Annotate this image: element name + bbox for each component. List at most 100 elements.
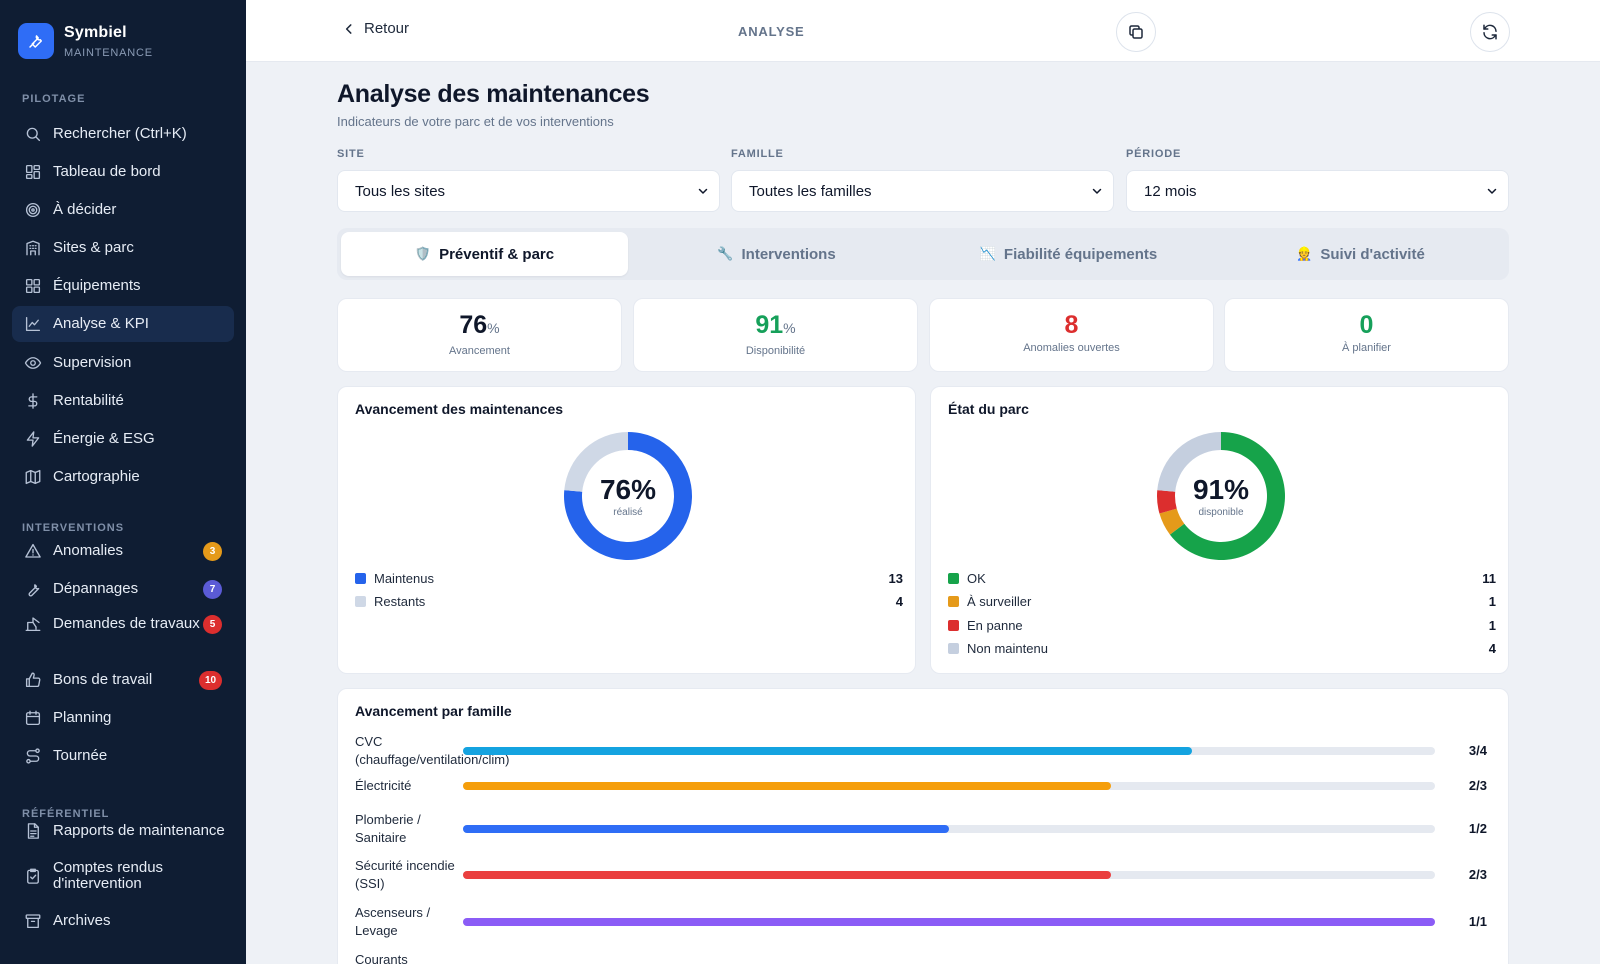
- sidebar-item-tournee[interactable]: Tournée: [12, 738, 234, 774]
- famille-count: 2/3: [1468, 778, 1487, 793]
- site-select[interactable]: Tous les sites: [337, 170, 720, 212]
- legend-swatch: [948, 596, 959, 607]
- sidebar-item-label: Demandes de travaux: [53, 615, 200, 632]
- tab-fiabilite-equipements[interactable]: 📉 Fiabilité équipements: [925, 232, 1212, 276]
- kpi-value: 0: [1225, 311, 1508, 339]
- archive-icon: [25, 914, 41, 929]
- search-icon: [26, 127, 41, 142]
- kpi-number: 8: [1064, 311, 1079, 339]
- sidebar-item-bons-de-travail[interactable]: Bons de travail 10: [12, 662, 234, 698]
- sidebar-item-planning[interactable]: Planning: [12, 700, 234, 736]
- wrench-logo-icon: [18, 23, 54, 59]
- kpi-value: 76%: [338, 311, 621, 342]
- crane-icon: [25, 617, 41, 632]
- sidebar-item-analyse-kpi[interactable]: Analyse & KPI: [12, 306, 234, 342]
- kpi-unit: %: [487, 320, 500, 336]
- sidebar-item-energie-esg[interactable]: Énergie & ESG: [12, 421, 234, 457]
- sidebar-item-label: Cartographie: [53, 468, 140, 485]
- card-title: État du parc: [948, 401, 1029, 417]
- kpi-number: 0: [1359, 311, 1374, 339]
- legend-label: Restants: [374, 594, 426, 609]
- periode-select[interactable]: 12 mois: [1126, 170, 1509, 212]
- tab-preventif-parc[interactable]: 🛡️ Préventif & parc: [341, 232, 628, 276]
- sidebar-item-sites-parc[interactable]: Sites & parc: [12, 230, 234, 266]
- tab-bar: 🛡️ Préventif & parc 🔧 Interventions 📉 Fi…: [337, 228, 1509, 280]
- famille-select[interactable]: Toutes les familles: [731, 170, 1114, 212]
- kpi-avancement: 76% Avancement: [337, 298, 622, 372]
- clipboard-check-icon: [27, 868, 39, 884]
- back-label: Retour: [364, 20, 410, 37]
- back-button[interactable]: Retour: [342, 20, 409, 37]
- sidebar-item-demandes-de-travaux[interactable]: Demandes de travaux 5: [12, 602, 234, 646]
- progress-fill: [463, 871, 1112, 879]
- chevron-down-icon: [698, 188, 708, 194]
- refresh-icon: [1483, 24, 1497, 40]
- top-title: ANALYSE: [738, 24, 805, 39]
- brand[interactable]: Symbiel MAINTENANCE: [0, 0, 246, 62]
- legend-row: Restants 4: [355, 593, 903, 611]
- chart-line-icon: [25, 316, 41, 332]
- dollar-icon: [28, 393, 38, 409]
- sidebar-item-label: À décider: [53, 201, 117, 218]
- tab-suivi-activite[interactable]: 👷 Suivi d'activité: [1217, 232, 1504, 276]
- copy-icon: [1129, 25, 1143, 39]
- count-badge: 5: [203, 614, 222, 634]
- tab-interventions[interactable]: 🔧 Interventions: [633, 232, 920, 276]
- sidebar-item-tableau-de-bord[interactable]: Tableau de bord: [12, 154, 234, 190]
- donut-slice-en-panne: [1157, 490, 1177, 514]
- sidebar-item-rapports-de-maintenance[interactable]: Rapports de maintenance: [12, 813, 234, 849]
- sidebar-item-rechercher-ctrl-k[interactable]: Rechercher (Ctrl+K): [12, 116, 234, 152]
- legend-swatch: [355, 596, 366, 607]
- wrench-icon: 🔧: [717, 246, 734, 261]
- shield-icon: 🛡️: [414, 246, 432, 261]
- progress-fill: [463, 825, 949, 833]
- progress-track: [463, 825, 1435, 833]
- famille-label: CVC (chauffage/ventilation/clim): [355, 734, 510, 767]
- sidebar-item-label: Sites & parc: [53, 239, 134, 256]
- sidebar-item-a-decider[interactable]: À décider: [12, 192, 234, 228]
- grid-icon: [25, 278, 41, 294]
- donut-slice-restants: [564, 432, 628, 492]
- sidebar-item-comptes-rendus-d-intervention[interactable]: Comptes rendus d'intervention: [12, 854, 234, 898]
- filter-label-site: SITE: [337, 148, 365, 160]
- tab-label: Fiabilité équipements: [1003, 245, 1158, 263]
- refresh-button[interactable]: [1470, 12, 1510, 52]
- progress-fill: [463, 918, 1435, 926]
- donut-center: 76% réalisé: [563, 431, 693, 561]
- avancement-card: Avancement des maintenances 76% réalisé …: [337, 386, 916, 674]
- legend-label: À surveiller: [967, 594, 1032, 609]
- sidebar: Symbiel MAINTENANCE PILOTAGE INTERVENTIO…: [0, 0, 246, 964]
- tab-label: Préventif & parc: [439, 245, 555, 263]
- kpi-disponibilite: 91% Disponibilité: [633, 298, 918, 372]
- kpi-label: Anomalies ouvertes: [1023, 342, 1120, 354]
- filter-label-famille: FAMILLE: [731, 148, 784, 160]
- sidebar-item-label: Bons de travail: [53, 671, 153, 688]
- top-bar: Retour ANALYSE: [246, 0, 1600, 62]
- legend-value: 1: [1488, 594, 1496, 609]
- filter-label-periode: PÉRIODE: [1126, 148, 1182, 160]
- legend-value: 4: [1488, 641, 1496, 656]
- progress-track: [463, 871, 1435, 879]
- donut-slice-a-surveiller: [1159, 508, 1185, 535]
- legend-swatch: [948, 619, 959, 631]
- progress-track: [463, 747, 1435, 755]
- sidebar-item-archives[interactable]: Archives: [12, 903, 234, 939]
- sidebar-item-anomalies[interactable]: Anomalies 3: [12, 533, 234, 569]
- legend-label: OK: [967, 570, 986, 586]
- sidebar-item-rentabilite[interactable]: Rentabilité: [12, 383, 234, 419]
- sidebar-item-depannages[interactable]: Dépannages 7: [12, 571, 234, 607]
- sidebar-item-supervision[interactable]: Supervision: [12, 345, 234, 381]
- sidebar-item-label: Énergie & ESG: [53, 430, 155, 447]
- famille-label: Électricité: [355, 778, 412, 793]
- sidebar-item-label: Dépannages: [53, 580, 139, 597]
- site-select-value: Tous les sites: [355, 182, 446, 200]
- copy-button[interactable]: [1116, 12, 1156, 52]
- sidebar-item-cartographie[interactable]: Cartographie: [12, 459, 234, 495]
- kpi-number: 91: [755, 311, 784, 339]
- legend-label: Non maintenu: [967, 641, 1048, 656]
- wrench-icon: [28, 584, 40, 597]
- count-badge: 3: [203, 541, 222, 561]
- kpi-label: Disponibilité: [745, 345, 806, 357]
- sidebar-item-equipements[interactable]: Équipements: [12, 268, 234, 304]
- map-icon: [25, 469, 41, 485]
